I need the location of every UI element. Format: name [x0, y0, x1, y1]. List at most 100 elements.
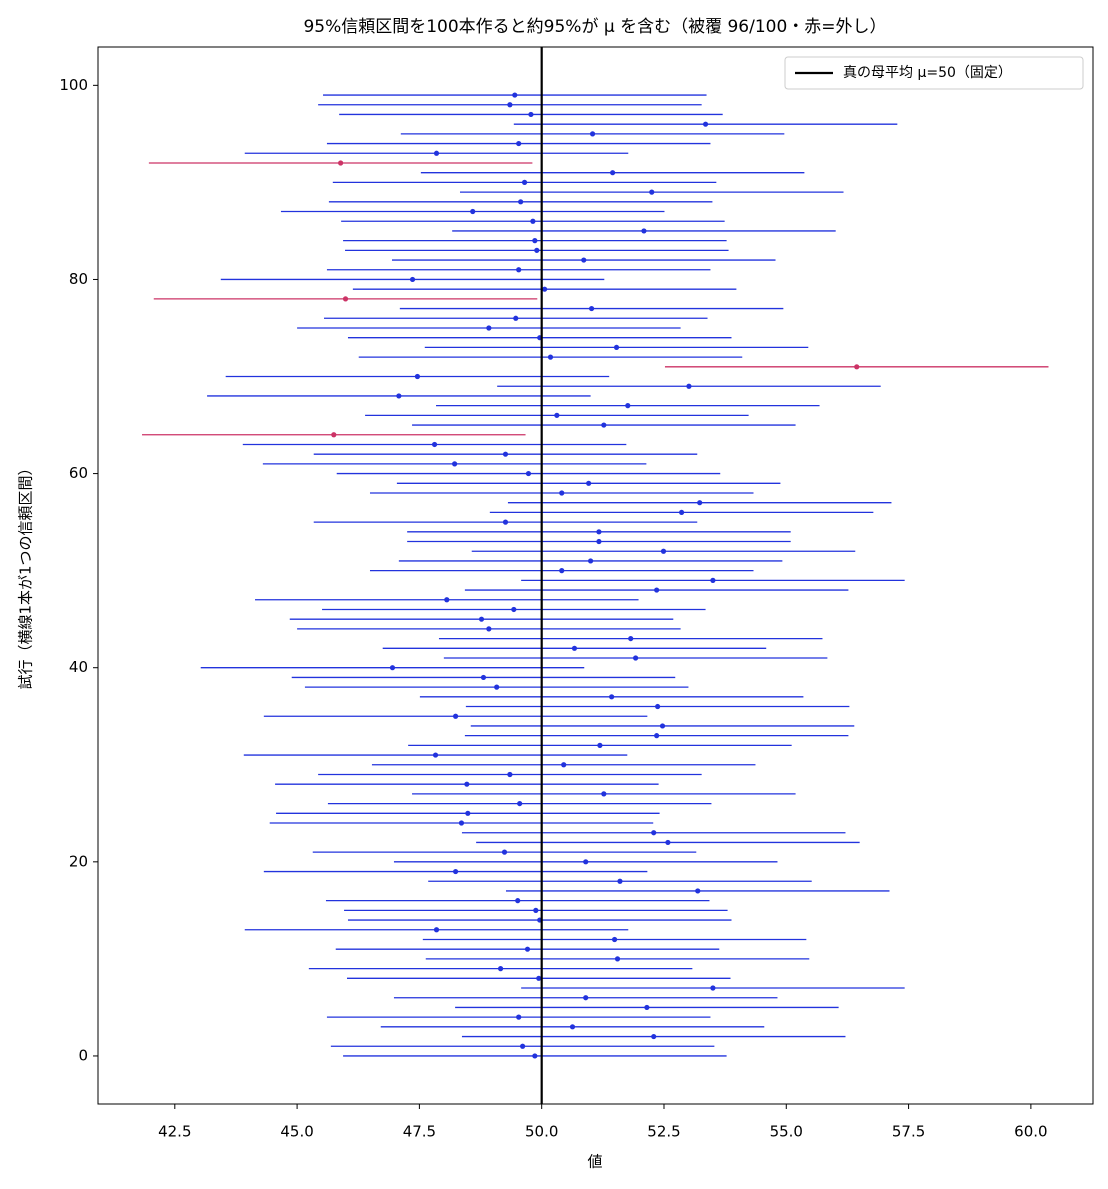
mean-point — [554, 412, 560, 418]
mean-point — [432, 752, 439, 758]
mean-point — [571, 645, 578, 651]
mean-point — [433, 927, 440, 933]
mean-point — [686, 383, 692, 389]
mean-point — [452, 461, 458, 467]
mean-point — [521, 179, 528, 186]
mean-point — [507, 771, 513, 778]
x-tick-label: 60.0 — [1014, 1123, 1047, 1141]
mean-point — [697, 500, 703, 506]
mean-point — [583, 859, 589, 865]
mean-point — [464, 781, 470, 787]
mean-point — [628, 635, 634, 642]
y-axis-label: 試行（横線1本が1つの信頼区間） — [17, 460, 35, 689]
mean-point — [480, 674, 487, 681]
mean-point — [494, 684, 500, 690]
mean-point — [530, 218, 536, 224]
x-tick-label: 47.5 — [403, 1123, 436, 1141]
mean-point — [444, 597, 450, 603]
mean-point — [486, 325, 492, 331]
x-tick-label: 42.5 — [158, 1123, 191, 1141]
mean-point — [644, 1004, 650, 1011]
mean-point — [517, 800, 523, 807]
mean-point — [515, 898, 521, 904]
y-tick-label: 80 — [69, 270, 88, 288]
mean-point — [516, 267, 522, 273]
mean-point — [559, 490, 565, 496]
mean-point — [660, 548, 667, 554]
mean-point — [532, 238, 538, 244]
mean-point — [601, 791, 607, 797]
mean-point — [581, 257, 587, 263]
mean-point — [583, 995, 589, 1001]
mean-point — [633, 655, 639, 661]
mean-point — [524, 946, 531, 952]
mean-point — [589, 131, 596, 137]
mean-point — [588, 305, 595, 312]
mean-point — [597, 742, 603, 748]
mean-point — [710, 577, 716, 583]
mean-point — [854, 364, 860, 370]
mean-point — [702, 121, 709, 127]
mean-point — [614, 956, 621, 962]
x-tick-label: 55.0 — [770, 1123, 803, 1141]
y-tick-label: 20 — [69, 852, 88, 870]
mean-point — [695, 888, 701, 894]
mean-point — [659, 723, 666, 729]
mean-point — [532, 1053, 538, 1059]
mean-point — [654, 733, 660, 739]
x-tick-label: 57.5 — [892, 1123, 925, 1141]
mean-point — [502, 519, 509, 525]
mean-point — [559, 568, 565, 574]
mean-point — [396, 393, 402, 399]
mean-point — [609, 694, 615, 700]
chart-title: 95%信頼区間を100本作ると約95%が μ を含む（被覆 96/100・赤=外… — [303, 17, 886, 37]
mean-point — [501, 849, 508, 855]
mean-point — [409, 276, 416, 283]
mean-point — [497, 965, 504, 972]
x-tick-label: 52.5 — [647, 1123, 680, 1141]
mean-point — [507, 102, 513, 108]
mean-point — [625, 403, 631, 409]
mean-point — [431, 441, 438, 448]
mean-point — [512, 92, 518, 98]
mean-point — [678, 509, 685, 516]
y-tick-label: 100 — [59, 76, 88, 94]
mean-point — [536, 975, 542, 981]
mean-point — [569, 1024, 576, 1030]
mean-point — [651, 830, 657, 836]
mean-point — [610, 170, 616, 176]
legend-box — [784, 56, 1084, 90]
mean-point — [525, 470, 532, 477]
mean-point — [342, 296, 349, 302]
mean-point — [478, 616, 485, 622]
x-tick-label: 50.0 — [525, 1123, 558, 1141]
mean-point — [511, 606, 517, 613]
mean-point — [338, 160, 344, 166]
mean-point — [534, 247, 540, 253]
mean-point — [651, 1033, 657, 1040]
mean-point — [502, 451, 509, 457]
mean-point — [486, 626, 492, 632]
mean-point — [452, 868, 459, 875]
mean-point — [561, 762, 567, 768]
mean-point — [611, 936, 618, 943]
mean-point — [331, 432, 337, 438]
mean-point — [641, 228, 647, 234]
mean-point — [520, 1043, 526, 1049]
mean-point — [547, 354, 554, 360]
mean-point — [655, 703, 661, 710]
mean-point — [516, 140, 522, 147]
y-tick-label: 60 — [69, 464, 88, 482]
mean-point — [458, 820, 465, 826]
mean-point — [389, 665, 396, 671]
mean-point — [649, 189, 655, 195]
mean-point — [452, 713, 459, 719]
mean-point — [414, 373, 421, 380]
legend-label: 真の母平均 μ=50（固定） — [843, 65, 1012, 81]
mean-point — [588, 558, 594, 564]
mean-point — [513, 315, 519, 321]
mean-point — [586, 480, 592, 486]
mean-point — [465, 810, 471, 816]
mean-point — [516, 1014, 522, 1020]
